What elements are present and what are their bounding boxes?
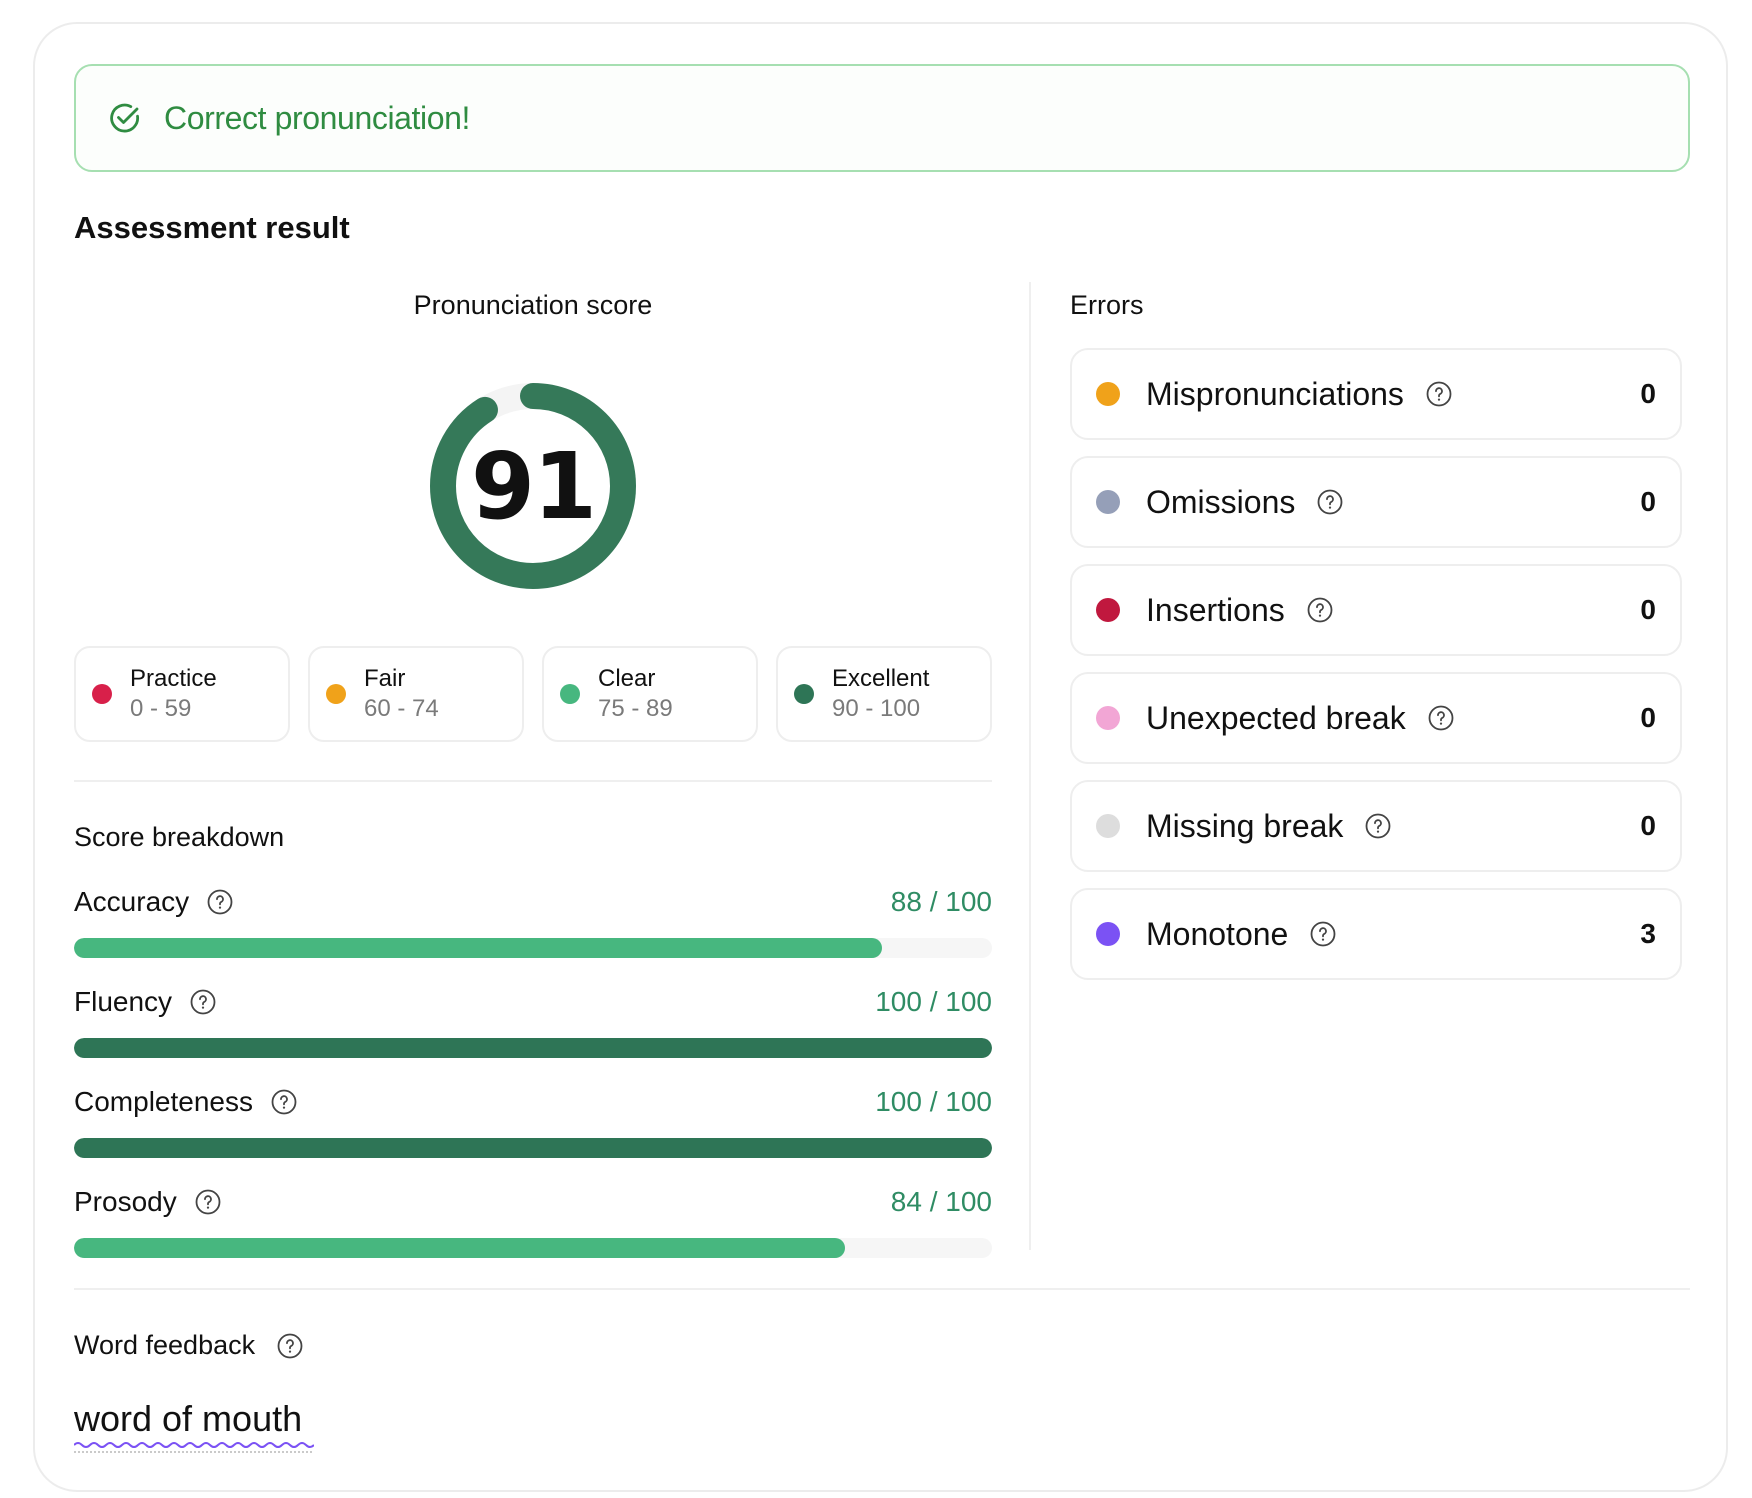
help-icon[interactable] [207,889,233,915]
legend-dot [794,684,814,704]
success-banner: Correct pronunciation! [74,64,1690,172]
metric-value: 100 / 100 [875,986,992,1017]
legend-practice: Practice 0 - 59 [74,646,290,742]
legend-dot [560,684,580,704]
error-label: Monotone [1146,915,1289,952]
metric-fluency: Fluency 100 / 100 [74,986,992,1066]
error-count: 0 [1640,810,1656,841]
help-icon[interactable] [277,1333,303,1359]
error-missing-break: Missing break 0 [1070,780,1682,872]
legend-fair: Fair 60 - 74 [308,646,524,742]
metric-value: 84 / 100 [890,1186,992,1217]
help-icon[interactable] [1428,705,1454,731]
word-feedback-phrase[interactable]: word of mouth [74,1398,314,1453]
error-count: 0 [1640,378,1656,409]
score-value: 91 [470,432,597,540]
help-icon[interactable] [1426,381,1452,407]
score-ring: 91 [423,376,643,596]
metric-name: Completeness [74,1086,253,1117]
banner-message: Correct pronunciation! [164,99,471,136]
error-insertions: Insertions 0 [1070,564,1682,656]
error-monotone: Monotone 3 [1070,888,1682,980]
metric-name: Accuracy [74,886,190,917]
metric-name: Prosody [74,1186,177,1217]
legend-excellent: Excellent 90 - 100 [776,646,992,742]
error-label: Unexpected break [1146,699,1406,736]
error-count: 3 [1640,918,1656,949]
legend-range: 90 - 100 [832,695,921,722]
legend-label: Fair [364,665,406,692]
metric-prosody: Prosody 84 / 100 [74,1186,992,1266]
progress-track [74,1238,992,1258]
help-icon[interactable] [1310,921,1336,947]
error-count: 0 [1640,702,1656,733]
help-icon[interactable] [1307,597,1333,623]
progress-track [74,1138,992,1158]
help-icon[interactable] [195,1189,221,1215]
legend-dot [326,684,346,704]
error-dot [1096,922,1120,946]
metric-value: 100 / 100 [875,1086,992,1117]
word-feedback-title: Word feedback [74,1330,256,1360]
metric-accuracy: Accuracy 88 / 100 [74,886,992,966]
metric-completeness: Completeness 100 / 100 [74,1086,992,1166]
legend-dot [92,684,112,704]
progress-fill [74,1038,992,1058]
progress-track [74,938,992,958]
legend-label: Practice [130,665,217,692]
error-unexpected-break: Unexpected break 0 [1070,672,1682,764]
monotone-wavy-underline [74,1442,314,1453]
score-breakdown-title: Score breakdown [74,822,285,852]
error-dot [1096,706,1120,730]
error-label: Mispronunciations [1146,375,1404,412]
legend-range: 60 - 74 [364,695,439,722]
column-divider [1029,282,1031,1250]
help-icon[interactable] [1365,813,1391,839]
legend-range: 75 - 89 [598,695,673,722]
error-label: Missing break [1146,807,1344,844]
error-mispronunciations: Mispronunciations 0 [1070,348,1682,440]
metric-name: Fluency [74,986,173,1017]
progress-fill [74,938,882,958]
help-icon[interactable] [271,1089,297,1115]
error-count: 0 [1640,594,1656,625]
progress-fill [74,1238,846,1258]
pronunciation-score-title: Pronunciation score [413,290,653,320]
error-label: Omissions [1146,483,1296,520]
error-label: Insertions [1146,591,1285,628]
metric-value: 88 / 100 [890,886,992,917]
legend-label: Excellent [832,665,930,692]
help-icon[interactable] [190,989,216,1015]
legend-label: Clear [598,665,656,692]
progress-track [74,1038,992,1058]
word-feedback-header: Word feedback [74,1330,303,1361]
errors-title: Errors [1070,290,1144,320]
assessment-title: Assessment result [74,210,350,245]
divider [74,1288,1690,1290]
error-omissions: Omissions 0 [1070,456,1682,548]
word-feedback-text: word of mouth [74,1398,303,1439]
divider [74,780,992,782]
error-dot [1096,382,1120,406]
score-ring-arc [430,383,636,589]
help-icon[interactable] [1317,489,1343,515]
score-legend: Practice 0 - 59 Fair 60 - 74 Clear 75 - … [74,646,992,742]
check-circle-icon [110,103,139,133]
error-dot [1096,814,1120,838]
progress-fill [74,1138,992,1158]
legend-clear: Clear 75 - 89 [542,646,758,742]
error-dot [1096,598,1120,622]
error-count: 0 [1640,486,1656,517]
legend-range: 0 - 59 [130,695,192,722]
error-dot [1096,490,1120,514]
